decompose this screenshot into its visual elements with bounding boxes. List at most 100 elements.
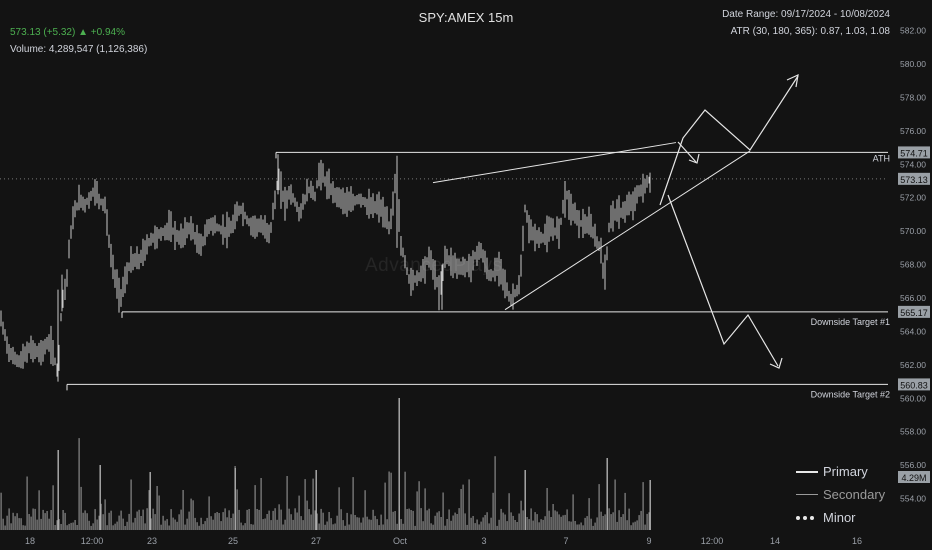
volume-bar [258, 509, 260, 530]
volume-bar [315, 470, 317, 530]
volume-bar [230, 518, 232, 530]
volume-bar [286, 476, 288, 530]
volume-bar [474, 523, 476, 530]
volume-bar [470, 517, 472, 530]
volume-bar [552, 504, 554, 530]
volume-bar [140, 516, 142, 530]
level-label: ATH [873, 153, 890, 163]
volume-bar [584, 517, 586, 530]
volume-bar [516, 522, 518, 530]
volume-bar [296, 512, 298, 530]
volume-bar [536, 514, 538, 530]
volume-bar [36, 519, 38, 530]
date-range: Date Range: 09/17/2024 - 10/08/2024 [722, 9, 890, 20]
volume-bar [488, 523, 490, 530]
volume-bar [598, 484, 600, 530]
volume-bar [564, 514, 566, 530]
volume-bar [450, 520, 452, 530]
volume-bar [316, 513, 318, 530]
volume-bar [452, 515, 454, 530]
volume-bar [522, 510, 524, 530]
volume-bar [468, 479, 470, 530]
volume-bar [354, 515, 356, 530]
volume-bar [386, 519, 388, 530]
volume-bar [416, 491, 418, 530]
volume-bar [114, 523, 116, 530]
volume-bar [2, 518, 4, 530]
volume-bar [508, 493, 510, 530]
level-tag-label: 574.71 [900, 148, 928, 158]
volume-bar [586, 516, 588, 530]
volume-bar [606, 458, 608, 530]
legend-item-minor: Minor [796, 506, 885, 529]
volume-bar [38, 490, 40, 530]
volume-bar [166, 519, 168, 530]
volume-bar [608, 508, 610, 530]
volume-bar [144, 523, 146, 530]
volume-bar [188, 511, 190, 530]
volume-bar [348, 524, 350, 530]
volume-bar [274, 508, 276, 530]
volume-bar [492, 492, 494, 530]
x-tick-label: 7 [563, 536, 568, 546]
volume-bar [392, 511, 394, 530]
volume-bar [542, 519, 544, 530]
volume-bar [546, 488, 548, 530]
volume-bar [240, 522, 242, 530]
x-tick-label: 16 [852, 536, 862, 546]
volume-bar [324, 524, 326, 530]
volume-bar [484, 515, 486, 530]
volume-bar [328, 512, 330, 530]
volume-bar [458, 508, 460, 530]
volume-bar [222, 512, 224, 530]
volume-bar [512, 515, 514, 530]
volume-bar [560, 516, 562, 530]
chart-title: SPY:AMEX 15m [418, 10, 514, 25]
volume-bar [20, 518, 22, 530]
volume-bar [216, 512, 218, 530]
y-tick-label: 562.00 [900, 360, 926, 370]
volume-bar [534, 512, 536, 530]
volume-bar [362, 517, 364, 530]
volume-bar [432, 524, 434, 530]
volume-bar [562, 515, 564, 530]
volume-bar [610, 514, 612, 530]
volume-bar [160, 524, 162, 530]
volume-bar [482, 517, 484, 530]
volume-bar [456, 514, 458, 530]
last-price-tag [898, 172, 930, 185]
x-tick-label: 9 [646, 536, 651, 546]
volume-bar [510, 512, 512, 530]
volume-bar [544, 516, 546, 530]
y-tick-label: 582.00 [900, 26, 926, 36]
volume-bar [96, 519, 98, 530]
volume-bar [170, 509, 172, 530]
volume-bar [390, 472, 392, 530]
solid-line-icon [796, 470, 818, 473]
level-label: Downside Target #1 [811, 317, 890, 327]
volume-bar [356, 517, 358, 530]
level-tag [898, 378, 930, 391]
volume-bar [72, 522, 74, 530]
volume-bar [162, 515, 164, 530]
volume-bar [312, 478, 314, 530]
volume-bar [104, 499, 106, 530]
volume-bar [6, 515, 8, 530]
volume-bar [314, 510, 316, 530]
volume-bar [172, 517, 174, 530]
volume-bar [418, 481, 420, 530]
y-tick-label: 566.00 [900, 293, 926, 303]
x-tick-label: 12:00 [701, 536, 724, 546]
volume-bar [504, 514, 506, 530]
volume-bar [310, 514, 312, 530]
volume-bar [430, 523, 432, 530]
volume-bar [276, 519, 278, 530]
volume-bar [330, 518, 332, 530]
horizontal-levels: ATH 574.71 Downside Target #1 565.17 Downsid… [0, 146, 930, 483]
volume-bar [576, 524, 578, 530]
volume-bar [532, 520, 534, 530]
volume-bar [168, 525, 170, 530]
volume-bar [34, 508, 36, 530]
volume-bar [649, 480, 651, 530]
